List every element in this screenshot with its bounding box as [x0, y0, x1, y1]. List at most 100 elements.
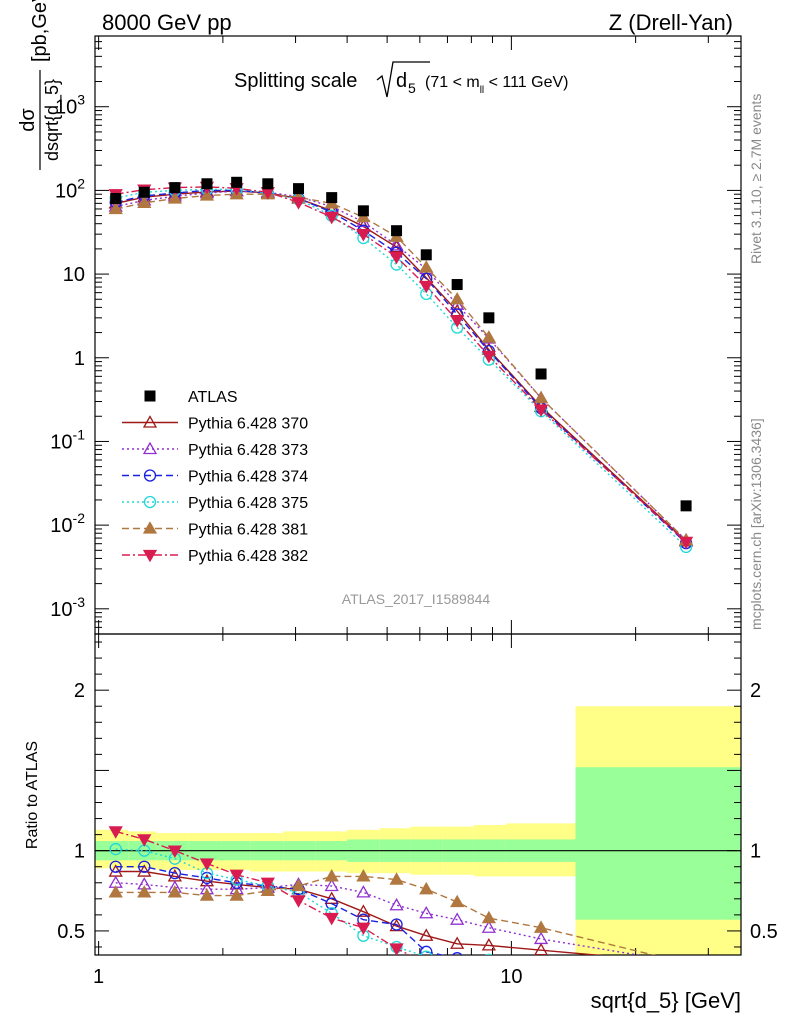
point-marker: [199, 873, 215, 887]
main-plot-frame: [94, 35, 742, 635]
point-marker: [680, 957, 692, 968]
data-point: [420, 249, 432, 261]
data-point: [326, 192, 338, 204]
y-tick-label: 10-1: [50, 426, 85, 453]
point-marker: [324, 878, 339, 892]
series-line-ratio: [115, 875, 657, 955]
point-marker: [291, 895, 306, 908]
y-tick-label: 1: [74, 348, 85, 370]
ylabel-denominator: dsqrt{d_5}: [42, 79, 63, 161]
point-marker: [167, 191, 182, 204]
point-marker: [533, 390, 549, 404]
plot-title: Splitting scale d 5 (71 < mll < 111 GeV): [234, 61, 568, 98]
point-marker: [142, 549, 158, 563]
point-marker: [481, 330, 496, 343]
point-marker: [389, 897, 404, 911]
data-point: [169, 182, 181, 194]
ratio-plot-frame: [94, 633, 742, 956]
point-marker: [678, 536, 694, 550]
point-marker: [483, 971, 495, 982]
sqrt-symbol: [376, 61, 430, 98]
point-marker: [389, 238, 404, 251]
point-marker: [420, 950, 433, 955]
point-marker: [533, 920, 549, 933]
point-marker: [167, 885, 182, 898]
data-point: [138, 186, 150, 198]
point-marker: [138, 860, 151, 873]
point-marker: [419, 928, 434, 941]
data-point: [231, 176, 243, 188]
point-marker: [485, 953, 493, 955]
ratio-y-axis-label: Ratio to ATLAS: [24, 741, 41, 849]
ylabel-unit-start: [pb,GeV: [29, 0, 51, 62]
point-marker: [680, 957, 692, 968]
point-marker: [419, 260, 434, 273]
series-line-ratio: [115, 870, 604, 955]
point-marker: [137, 885, 152, 898]
point-marker: [199, 888, 215, 901]
series-line-main: [115, 189, 687, 544]
title-range: (71 < mll < 111 GeV): [425, 74, 568, 96]
point-marker: [109, 860, 122, 873]
data-point: [201, 178, 213, 190]
legend-label: Pythia 6.428 373: [188, 442, 308, 459]
point-marker: [450, 912, 465, 925]
ratio-series-group: [108, 826, 692, 987]
point-marker: [451, 952, 463, 955]
x-axis-label: sqrt{d_5} [GeV]: [591, 988, 741, 1013]
legend-label: Pythia 6.428 381: [188, 522, 308, 539]
point-marker: [481, 920, 496, 933]
point-marker: [533, 404, 549, 417]
point-marker: [535, 976, 547, 987]
point-marker: [389, 943, 404, 955]
data-point: [110, 193, 122, 205]
x-tick-label: 10: [500, 966, 522, 988]
series-line-main: [115, 186, 687, 543]
data-point: [262, 178, 274, 190]
point-marker: [142, 415, 158, 428]
data-point: [293, 183, 305, 195]
band-inner: [575, 767, 741, 920]
title-prefix: Splitting scale: [234, 70, 357, 92]
point-marker: [420, 945, 433, 955]
y-tick-label: 10-3: [50, 594, 85, 621]
point-marker: [199, 858, 215, 871]
data-point: [144, 390, 156, 402]
data-point: [391, 225, 403, 237]
data-point: [357, 205, 369, 217]
point-marker: [389, 239, 404, 253]
ratio-y-tick-label: 1: [74, 841, 85, 863]
point-marker: [450, 291, 465, 305]
ratio-y-tick-label-right: 2: [750, 680, 761, 702]
point-marker: [681, 970, 692, 981]
y-tick-label: 102: [55, 175, 85, 202]
ratio-y-tick-label-right: 1: [750, 841, 761, 863]
data-point: [451, 279, 463, 291]
legend-label: ATLAS: [188, 389, 238, 406]
point-marker: [356, 869, 371, 882]
point-marker: [483, 959, 494, 970]
point-marker: [143, 495, 157, 509]
main-y-axis-label: dσ dsqrt{d_5} [pb,GeV-1]: [17, 0, 63, 170]
point-marker: [324, 211, 339, 225]
point-marker: [229, 888, 244, 901]
point-marker: [419, 280, 434, 294]
point-marker: [419, 881, 434, 895]
point-marker: [450, 894, 465, 908]
title-subscript: 5: [408, 80, 416, 96]
point-marker: [420, 959, 432, 970]
point-marker: [419, 905, 434, 919]
series-line-main: [115, 188, 687, 548]
point-marker: [481, 938, 496, 951]
point-marker: [681, 974, 692, 985]
point-marker: [168, 866, 182, 880]
ylabel-unit: [pb,GeV-1]: [26, 0, 51, 62]
y-tick-label: 103: [55, 92, 85, 119]
point-marker: [109, 842, 122, 856]
series-line-ratio: [115, 866, 446, 955]
point-marker: [389, 872, 404, 885]
header-left: 8000 GeV pp: [102, 10, 232, 35]
main-series-group: [108, 176, 694, 554]
ratio-uncertainty-bands: [95, 706, 741, 955]
